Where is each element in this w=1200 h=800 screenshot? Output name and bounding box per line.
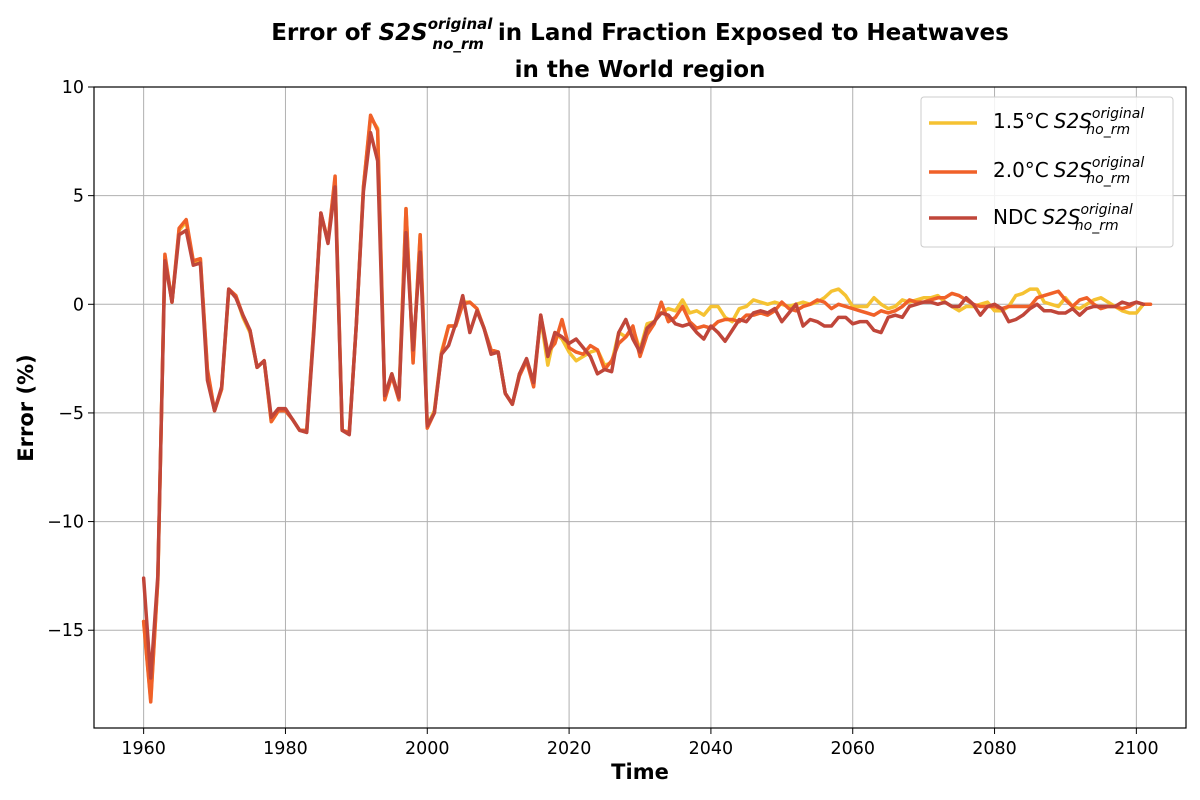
y-tick-label: −5 [58, 404, 84, 424]
chart-title-line2: in the World region [515, 57, 766, 83]
chart-title-line1: Error of S2Soriginal no_rm in Land Fracti… [271, 15, 1009, 53]
y-tick-label: 5 [73, 187, 84, 207]
axis-ticks: 1960 1980 2000 2020 2040 2060 2080 2100 10 5 0 −5 −1… [47, 78, 1159, 759]
series-lines [141, 113, 1153, 704]
legend-label-2-0c: 2.0°C S2Soriginal no_rm [993, 155, 1144, 187]
x-tick-label: 2020 [547, 739, 592, 759]
x-tick-label: 2080 [972, 739, 1017, 759]
y-axis-label: Error (%) [14, 354, 38, 461]
x-axis-label: Time [611, 760, 669, 784]
plot-frame [93, 86, 1187, 729]
x-tick-label: 2060 [830, 739, 875, 759]
legend-label-1-5c: 1.5°C S2Soriginal no_rm [993, 106, 1144, 138]
y-tick-label: 0 [73, 295, 84, 315]
series-line-ndc [141, 130, 1146, 680]
x-tick-label: 2000 [405, 739, 450, 759]
x-tick-label: 2040 [689, 739, 734, 759]
y-tick-label: −10 [47, 513, 84, 533]
legend-label-ndc: NDC S2Soriginal no_rm [993, 202, 1133, 234]
x-tick-label: 1960 [121, 739, 166, 759]
y-tick-label: 10 [62, 78, 84, 98]
x-tick-label: 1980 [263, 739, 308, 759]
legend: 1.5°C S2Soriginal no_rm 2.0°C S2Soriginal no… [920, 96, 1174, 248]
y-tick-label: −15 [47, 621, 84, 641]
legend-box [920, 96, 1174, 248]
x-tick-label: 2100 [1114, 739, 1159, 759]
